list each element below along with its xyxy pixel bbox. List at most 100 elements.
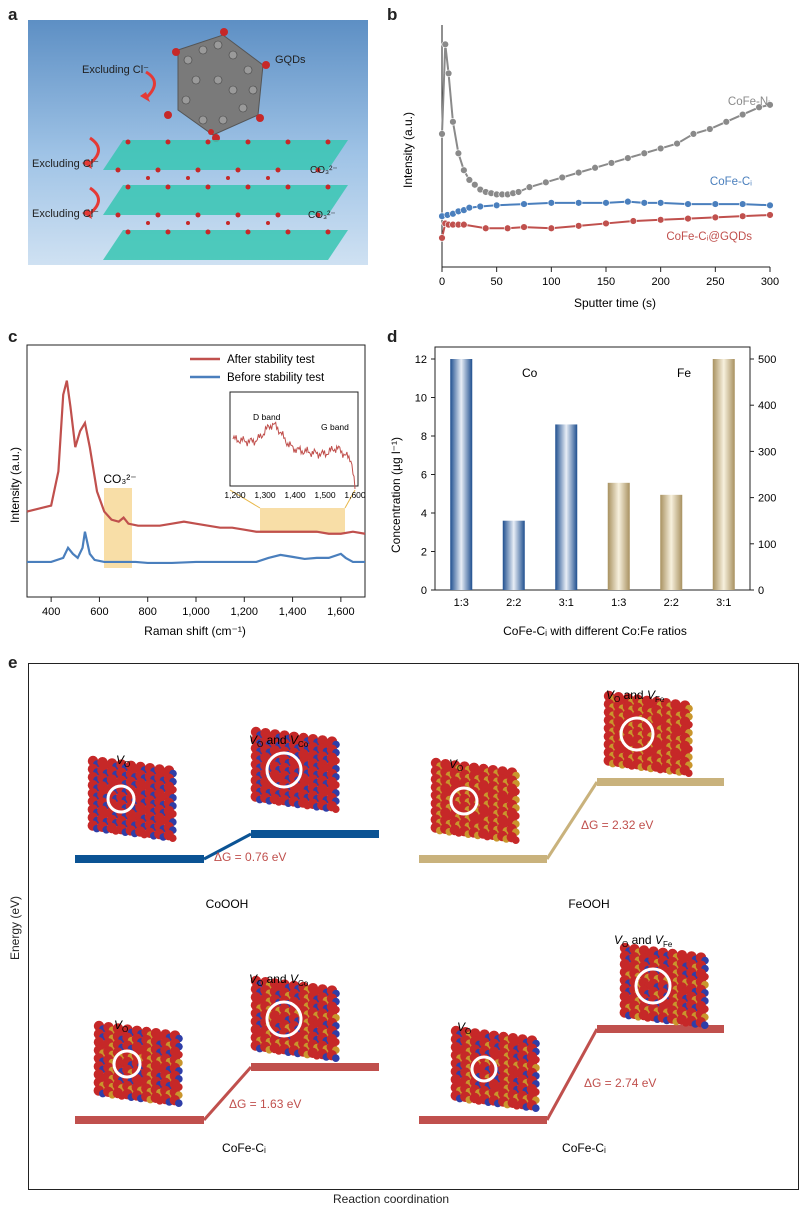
inset-frame [229,391,359,487]
d-left-tick-label: 0 [421,585,427,597]
b-point [766,101,774,109]
metal-atom [701,1021,709,1029]
d-category-label: 1:3 [611,597,626,609]
panel-label-b: b [387,5,398,24]
inset-xtick-label: 1,300 [254,490,276,500]
b-point [492,201,501,209]
vo-label-2: VO and VCo [249,733,309,749]
b-point [755,103,763,111]
inset-xtick-label: 1,200 [224,490,246,500]
d-left-tick-label: 12 [415,354,427,366]
b-point [766,201,774,209]
dg-feooh: ΔG = 2.32 eV [581,818,653,832]
b-point [711,200,720,208]
d-right-tick-label: 500 [758,354,776,366]
group-label-fe: Fe [677,366,691,380]
vacancy-ring [619,716,655,752]
gqds-layer-illustration: Excluding Cl⁻ Excluding Cl⁻ Excluding Cl… [28,20,368,265]
name-feooh: FeOOH [568,897,609,911]
ldh-layers [103,139,348,260]
b-series-line [441,44,771,196]
d-bar [660,494,683,590]
d-right-tick-label: 0 [758,585,764,597]
carbon-band-highlight [260,508,345,533]
panel-label-a: a [8,5,18,24]
c-xtick-label: 400 [42,606,60,618]
b-point [607,159,616,167]
vo-label-7: VO [457,1020,471,1036]
d-category-label: 3:1 [559,597,574,609]
vo-label-4: VO and VFe [606,688,665,704]
crystal-structure [450,1025,540,1112]
legend-cofe-ni: CoFe-Nᵢ [728,96,770,108]
b-point [640,149,648,157]
b-point [711,213,720,222]
panel-label-c: c [8,327,18,346]
crystal-structure [430,757,520,844]
crystal-structure [93,1020,183,1107]
dg-cofe-fe: ΔG = 2.74 eV [584,1076,656,1090]
c-xtick-label: 1,200 [231,606,259,618]
b-point [629,217,638,225]
b-point [738,110,747,119]
vacancy-ring [449,786,479,816]
b-point [722,118,730,126]
vacancy-ring [470,1055,498,1083]
metal-atom [685,769,693,777]
b-xtick-label: 300 [761,276,779,288]
metal-atom [532,1104,540,1112]
d-right-tick-label: 100 [758,539,776,551]
d-category-label: 3:1 [716,597,731,609]
b-point [574,168,583,177]
b-point [482,224,490,232]
chart-d-ylabel: Concentration (µg l⁻¹) [389,437,403,553]
b-point [673,139,681,148]
chart-b: 0 50 100 150 200 250 300 Sputter time (s) Inte… [401,25,779,310]
b-point [514,188,523,196]
b-point [591,164,599,172]
b-point [449,118,457,126]
b-point [520,223,528,231]
inset-spectrum [232,421,356,489]
b-point [438,130,446,138]
b-point [624,154,632,162]
layer-schematic [82,28,348,260]
legend-before: Before stability test [227,372,325,384]
b-xtick-label: 100 [542,276,560,288]
name-coooh: CoOOH [206,897,249,911]
group-label-co: Co [522,366,538,380]
metal-atom [175,1099,183,1107]
b-point [738,200,747,208]
vo-label-1: VO [116,753,130,769]
vo-label-8: VO and VFe [614,933,673,949]
c-xtick-label: 1,600 [327,606,355,618]
b-point [460,166,468,174]
chart-d-plot: 0 2 4 6 8 10 12 0 100 200 300 400 500 1:3 2:2 3:1 1:3 2:2… [415,346,776,609]
b-point [766,211,774,219]
d-bar [712,359,735,590]
crystal-structure [603,690,693,777]
inset-g-band: G band [321,422,349,432]
b-point [542,178,550,187]
b-point [640,199,648,207]
b-point [656,199,665,207]
d-bar [502,520,525,590]
b-point [471,181,479,189]
panel-label-e: e [8,653,18,672]
b-point [520,200,528,208]
metal-atom [332,805,340,813]
crystal-structures [87,690,709,1112]
vacancy-ring [265,1000,303,1038]
b-point [602,219,610,228]
vo-label-5: VO [114,1018,128,1034]
d-bar [607,482,630,590]
vacancy-ring [112,1049,142,1079]
b-point [460,220,468,229]
panel-label-d: d [387,327,398,346]
b-point [454,149,463,157]
crystal-structure [87,755,177,842]
dg-cofe-co: ΔG = 1.63 eV [229,1097,301,1111]
gqd-molecule [164,28,270,142]
b-point [656,144,665,153]
d-left-tick-label: 10 [415,393,427,405]
